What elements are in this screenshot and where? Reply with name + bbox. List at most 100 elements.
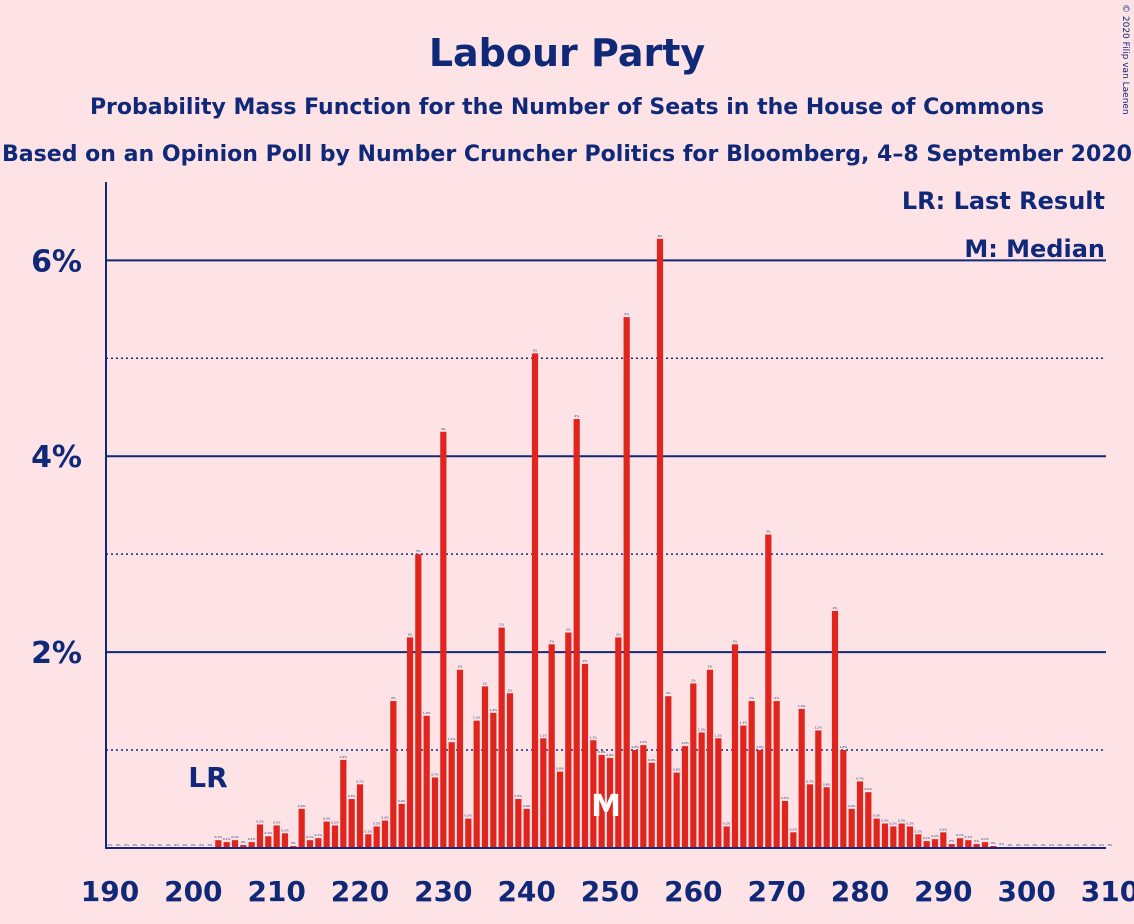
bar-seat-206 <box>240 845 247 848</box>
data-label-seat-234: 1.3% <box>473 716 481 720</box>
bar-seat-222 <box>373 826 380 848</box>
data-label-seat-217: 0.2% <box>331 820 339 824</box>
x-tick-label: 190 <box>81 875 139 908</box>
data-label-seat-227: 3% <box>416 549 421 553</box>
x-tick-label: 240 <box>497 875 555 908</box>
median-marker: M <box>591 789 621 824</box>
bar-seat-240 <box>523 808 530 848</box>
bar-seat-256 <box>656 238 664 848</box>
bar-seat-275 <box>815 730 822 848</box>
data-label-seat-268: 1.0% <box>756 745 764 749</box>
bar-seat-220 <box>356 784 364 848</box>
bar-seat-245 <box>565 632 572 848</box>
data-label-seat-267: 2% <box>749 696 754 700</box>
chart-subtitle-2: Based on an Opinion Poll by Number Crunc… <box>2 142 1132 167</box>
x-tick-label: 260 <box>664 875 722 908</box>
bar-seat-251 <box>615 637 622 848</box>
x-tick-label: 210 <box>247 875 305 908</box>
data-label-seat-295: 0.1% <box>981 837 989 841</box>
data-label-seat-270: 2% <box>774 696 779 700</box>
data-label-seat-288: 0.1% <box>923 836 931 840</box>
copyright-notice: © 2020 Filip van Laenen <box>1120 4 1130 115</box>
bar-seat-211 <box>281 833 289 848</box>
bar-seat-252 <box>623 317 630 848</box>
bar-seat-278 <box>840 750 847 848</box>
bar-seat-204 <box>223 842 230 848</box>
data-label-seat-282: 0.3% <box>873 814 881 818</box>
x-tick-label: 250 <box>581 875 639 908</box>
data-label-seat-260: 2% <box>691 678 696 682</box>
bar-seat-274 <box>806 784 814 848</box>
x-tick-label: 220 <box>331 875 389 908</box>
bar-seat-218 <box>340 759 347 848</box>
bar-seat-231 <box>448 742 455 848</box>
bar-seat-249 <box>598 754 605 848</box>
data-label-seat-258: 0.8% <box>673 768 681 772</box>
data-label-seat-293: 0.1% <box>965 835 973 839</box>
bar-seat-265 <box>731 644 739 848</box>
data-label-seat-297: 0% <box>999 842 1004 846</box>
bar-seat-214 <box>306 840 314 848</box>
bar-seat-270 <box>773 701 780 848</box>
data-label-seat-283: 0.3% <box>881 819 889 823</box>
data-label-seat-296: 0% <box>991 841 996 845</box>
data-label-seat-261: 1.2% <box>698 727 706 731</box>
bar-seat-291 <box>948 844 955 848</box>
data-label-seat-248: 1.1% <box>590 735 598 739</box>
data-label-seat-190: 0% <box>108 843 113 847</box>
bar-seat-264 <box>723 826 730 848</box>
legend-last-result: LR: Last Result <box>902 187 1105 215</box>
bar-seat-295 <box>981 842 989 848</box>
data-label-seat-206: 0% <box>241 840 246 844</box>
data-label-seat-193: 0% <box>133 843 138 847</box>
bar-seat-269 <box>765 534 772 848</box>
y-tick-label: 2% <box>31 636 82 671</box>
bar-seat-238 <box>506 693 514 848</box>
data-label-seat-300: 0% <box>1024 843 1029 847</box>
data-label-seat-271: 0.5% <box>781 796 789 800</box>
x-tick-label: 310 <box>1081 875 1134 908</box>
data-label-seat-298: 0% <box>1008 843 1013 847</box>
bar-seat-287 <box>915 834 922 848</box>
data-label-seat-243: 2% <box>549 639 554 643</box>
bar-seat-236 <box>490 712 497 848</box>
data-label-seat-265: 2% <box>733 639 738 643</box>
data-label-seat-276: 0.6% <box>823 782 831 786</box>
data-label-seat-292: 0.1% <box>956 833 964 837</box>
data-label-seat-245: 2% <box>566 628 571 632</box>
x-tick-label: 300 <box>997 875 1055 908</box>
data-label-seat-216: 0.3% <box>323 817 331 821</box>
bar-seat-268 <box>756 750 764 848</box>
data-label-seat-209: 0.1% <box>265 831 273 835</box>
data-label-seat-202: 0% <box>208 843 213 847</box>
x-tick-label: 270 <box>747 875 805 908</box>
data-label-seat-280: 0.7% <box>856 776 864 780</box>
bar-seat-281 <box>865 792 872 848</box>
bar-seat-262 <box>706 669 714 848</box>
data-label-seat-220: 0.7% <box>356 779 364 783</box>
data-label-seat-284: 0.2% <box>890 821 898 825</box>
data-label-seat-236: 1.4% <box>490 708 498 712</box>
data-label-seat-195: 0% <box>149 843 154 847</box>
data-label-seat-212: 0% <box>291 841 296 845</box>
bar-seat-255 <box>648 762 655 848</box>
bar-seat-219 <box>348 799 355 848</box>
data-label-seat-207: 0.1% <box>248 837 256 841</box>
data-label-seat-251: 2% <box>616 632 621 636</box>
data-label-seat-262: 2% <box>708 665 713 669</box>
bar-seat-209 <box>265 836 272 848</box>
data-label-seat-257: 2% <box>666 691 671 695</box>
data-label-seat-254: 1.0% <box>640 740 648 744</box>
y-tick-label: 6% <box>31 244 82 279</box>
data-label-seat-199: 0% <box>183 843 188 847</box>
bar-seat-266 <box>740 725 747 848</box>
data-label-seat-304: 0% <box>1058 843 1063 847</box>
data-label-seat-308: 0% <box>1091 843 1096 847</box>
data-label-seat-233: 0.3% <box>465 814 473 818</box>
x-tick-label: 280 <box>831 875 889 908</box>
bar-seat-277 <box>831 610 839 848</box>
bar-seat-288 <box>923 841 930 848</box>
data-label-seat-239: 0.5% <box>515 794 523 798</box>
bar-seat-289 <box>931 839 939 848</box>
data-label-seat-274: 0.7% <box>806 779 814 783</box>
